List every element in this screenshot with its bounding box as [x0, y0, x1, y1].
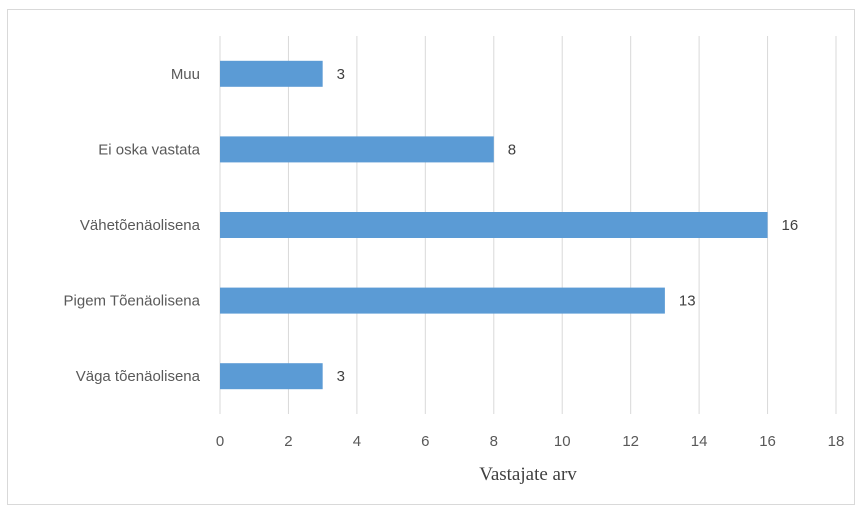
data-label: 3 [337, 368, 345, 385]
data-label: 16 [782, 217, 799, 234]
bar [220, 136, 494, 163]
bar [220, 212, 768, 238]
data-label: 3 [337, 66, 345, 83]
x-tick-label: 0 [216, 433, 224, 450]
x-tick-label: 14 [691, 433, 708, 450]
x-axis-title: Vastajate arv [479, 464, 577, 485]
x-tick-label: 8 [490, 433, 498, 450]
x-tick-label: 6 [421, 433, 429, 450]
data-label: 8 [508, 141, 516, 158]
category-label: Ei oska vastata [98, 141, 200, 158]
data-label: 13 [679, 293, 696, 310]
bar [220, 363, 323, 390]
x-tick-label: 18 [828, 433, 845, 450]
x-tick-label: 12 [622, 433, 639, 450]
category-labels: Väga tõenäolisena Pigem Tõenäolisena Vähet… [64, 66, 201, 385]
category-label: Pigem Tõenäolisena [64, 293, 201, 310]
x-tick-label: 4 [353, 433, 361, 450]
x-tick-label: 16 [759, 433, 776, 450]
chart-area [7, 9, 855, 505]
bar [220, 60, 323, 87]
bars [220, 60, 768, 390]
bar [220, 287, 665, 314]
category-label: Väga tõenäolisena [76, 368, 201, 385]
data-labels: 3 13 16 8 3 [337, 66, 799, 385]
category-label: Vähetõenäolisena [80, 217, 201, 234]
x-tick-labels: 0 2 4 6 8 10 12 14 16 18 [216, 433, 845, 450]
category-label: Muu [171, 66, 200, 83]
x-tick-label: 2 [284, 433, 292, 450]
x-tick-label: 10 [554, 433, 571, 450]
